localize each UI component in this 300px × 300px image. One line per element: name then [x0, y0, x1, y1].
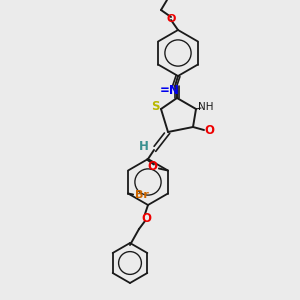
- Text: O: O: [166, 14, 176, 24]
- Text: O: O: [147, 160, 157, 173]
- Text: H: H: [139, 140, 149, 154]
- Text: S: S: [151, 100, 159, 113]
- Text: O: O: [204, 124, 214, 136]
- Text: O: O: [141, 212, 151, 224]
- Text: =N: =N: [160, 85, 180, 98]
- Text: Br: Br: [135, 190, 149, 200]
- Text: NH: NH: [198, 102, 214, 112]
